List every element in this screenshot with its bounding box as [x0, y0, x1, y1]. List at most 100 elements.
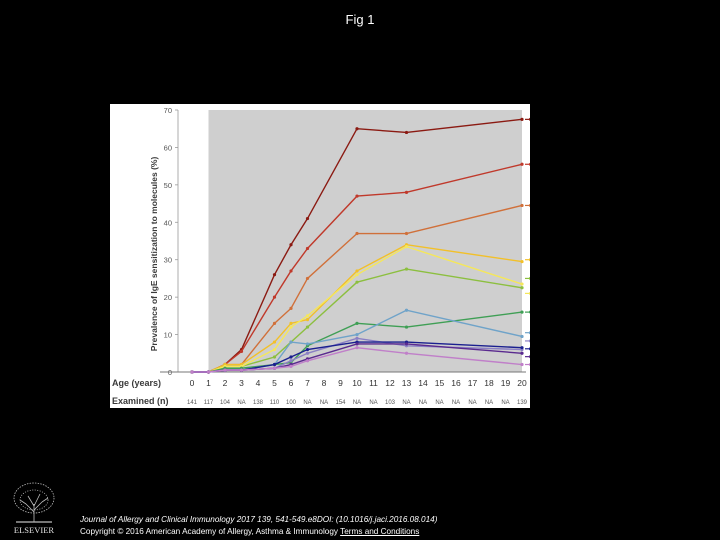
examined-count: 141 [187, 400, 198, 406]
data-point [520, 310, 524, 314]
data-point [206, 370, 211, 374]
examined-row-title: Examined (n) [112, 396, 169, 406]
x-tick-label: 3 [239, 378, 244, 388]
examined-count: NA [237, 400, 245, 406]
data-point [289, 321, 293, 325]
data-point [272, 355, 277, 359]
x-tick-label: 1 [206, 378, 211, 388]
data-point [404, 351, 409, 355]
data-point [404, 325, 409, 329]
plot-area-shade [208, 110, 522, 372]
examined-count: 100 [286, 400, 297, 406]
data-point [404, 267, 409, 271]
x-tick-label: 20 [517, 378, 527, 388]
examined-count: 154 [335, 400, 346, 406]
data-point [272, 340, 277, 344]
legend-marker [528, 362, 530, 367]
data-point [289, 355, 293, 359]
examined-count: NA [369, 400, 377, 406]
legend-marker [528, 331, 530, 335]
examined-count: NA [435, 400, 443, 406]
data-point [289, 325, 293, 329]
data-point [305, 318, 310, 322]
y-tick-label: 20 [164, 293, 172, 302]
data-point [190, 370, 194, 374]
legend-marker [528, 347, 530, 351]
data-point [305, 359, 310, 363]
series-line [192, 311, 523, 373]
legend-marker [528, 258, 530, 262]
examined-count: NA [402, 400, 410, 406]
data-point [355, 273, 359, 277]
data-point [305, 342, 310, 346]
data-point [305, 216, 310, 221]
citation-text: Journal of Allergy and Clinical Immunolo… [80, 515, 438, 524]
citation-block: Journal of Allergy and Clinical Immunolo… [80, 514, 437, 538]
data-point [404, 130, 409, 135]
examined-count: NA [468, 400, 476, 406]
copyright-text: Copyright © 2016 American Academy of All… [80, 527, 338, 536]
examined-count: 110 [270, 400, 280, 406]
x-tick-label: 15 [435, 378, 445, 388]
data-point [355, 321, 359, 325]
data-point [289, 340, 293, 344]
x-tick-label: 5 [272, 378, 277, 388]
data-point [520, 362, 524, 367]
x-tick-label: 2 [223, 378, 228, 388]
examined-count: 117 [204, 400, 214, 406]
y-axis: 0 10 20 30 40 50 60 70 [164, 106, 179, 377]
examined-count: NA [353, 400, 361, 406]
series-line [192, 346, 523, 373]
examined-count: NA [320, 400, 328, 406]
data-point [272, 366, 277, 370]
data-point [404, 342, 409, 346]
x-tick-label: 18 [484, 378, 494, 388]
series-lines [190, 117, 524, 374]
examined-count: NA [452, 400, 460, 406]
data-point [355, 280, 359, 284]
data-point [272, 362, 277, 367]
tree-icon [13, 482, 55, 523]
copyright-line: Copyright © 2016 American Academy of All… [80, 526, 437, 538]
legend-marker [528, 355, 530, 359]
data-point [355, 342, 359, 346]
data-point [404, 190, 409, 194]
data-point [223, 368, 227, 372]
terms-link[interactable]: Terms and Conditions [340, 527, 420, 536]
data-point [520, 259, 524, 264]
y-tick-label: 50 [164, 181, 172, 190]
x-tick-label: 17 [468, 378, 478, 388]
slide-title: Fig 1 [345, 12, 375, 27]
examined-count: NA [419, 400, 427, 406]
x-tick-label: 7 [305, 378, 310, 388]
x-tick-label: 14 [418, 378, 428, 388]
legend-marker [528, 310, 530, 314]
data-point [355, 336, 359, 340]
data-point [289, 364, 293, 368]
data-point [520, 286, 524, 290]
y-tick-label: 40 [164, 218, 172, 227]
data-point [355, 332, 359, 337]
data-point [355, 269, 359, 273]
series-line [192, 245, 523, 373]
data-point [289, 359, 293, 363]
examined-count: 104 [220, 400, 231, 406]
data-point [404, 231, 409, 236]
data-point [520, 117, 524, 121]
data-point [520, 351, 524, 355]
data-point [305, 325, 310, 329]
elsevier-wordmark: ELSEVIER [14, 525, 54, 535]
data-point [520, 334, 524, 339]
data-point [239, 349, 244, 354]
data-point [520, 203, 524, 208]
data-point [404, 308, 409, 312]
legend: Der p2Der p1Der p 23Der p 5Der p 7Der p … [525, 117, 530, 367]
y-tick-label: 70 [164, 106, 172, 115]
elsevier-logo: ELSEVIER [6, 478, 62, 536]
data-point [305, 314, 310, 318]
x-tick-label: 12 [385, 378, 395, 388]
data-point [520, 346, 524, 350]
x-tick-label: 13 [402, 378, 412, 388]
x-tick-label: 4 [256, 378, 261, 388]
